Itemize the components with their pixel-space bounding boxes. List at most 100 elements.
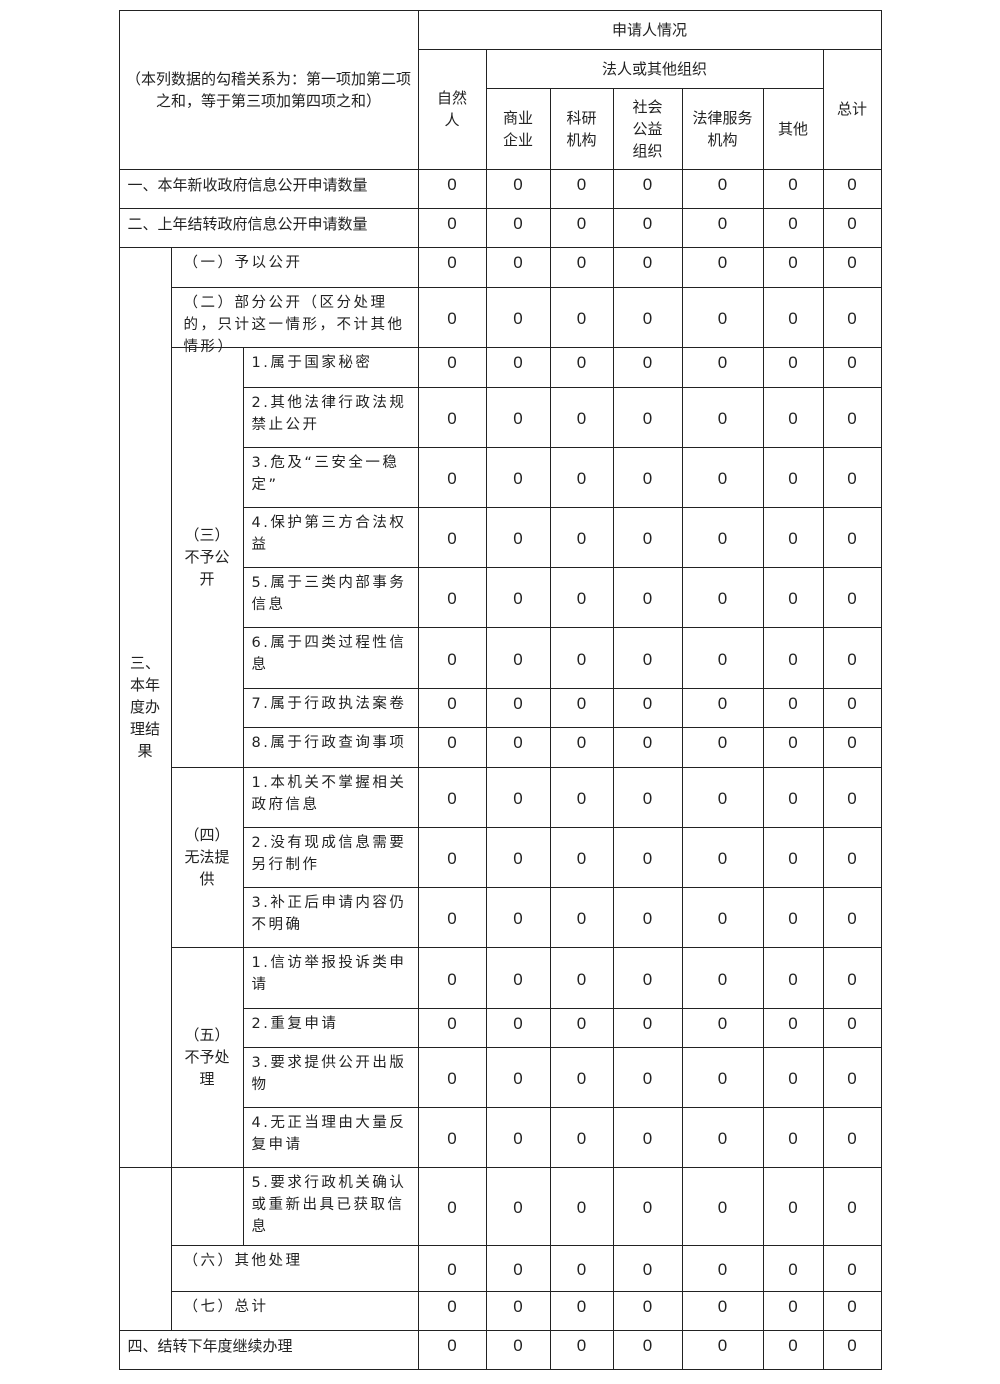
- header-total: 总计: [822, 48, 882, 170]
- value-cell: 0: [485, 246, 551, 288]
- row-label: 5.属于三类内部事务信息: [242, 566, 419, 628]
- value-cell: 0: [822, 1166, 882, 1246]
- row-label: 8.属于行政查询事项: [242, 726, 419, 768]
- value-cell: 0: [762, 1244, 824, 1292]
- value-cell-text: 0: [513, 174, 523, 194]
- value-cell: 0: [549, 246, 614, 288]
- value-cell: 0: [417, 726, 487, 768]
- value-cell: 0: [681, 386, 764, 448]
- value-cell-text: 0: [642, 1013, 653, 1033]
- value-cell-text: 0: [847, 1260, 857, 1279]
- header-sub-column: 法律服务机构: [681, 87, 764, 170]
- value-cell: 0: [485, 1046, 551, 1108]
- value-cell-text: 0: [576, 649, 587, 669]
- value-cell-text: 0: [788, 649, 798, 669]
- value-cell-text: 0: [447, 352, 457, 372]
- group-not-processed: （五）不予处理: [170, 946, 244, 1168]
- value-cell: 0: [762, 346, 824, 388]
- empty-cell: [118, 1166, 172, 1331]
- row-label: （六）其他处理: [170, 1244, 419, 1292]
- value-cell-text: 0: [717, 1013, 728, 1033]
- value-cell: 0: [417, 506, 487, 568]
- value-cell-text: 0: [642, 1069, 653, 1088]
- value-cell: 0: [549, 1244, 614, 1292]
- row-label-text: （七）总计: [183, 1298, 269, 1315]
- value-cell-text: 0: [447, 649, 457, 669]
- value-cell-text: 0: [788, 789, 798, 808]
- value-cell: 0: [762, 246, 824, 288]
- group-not-disclosed: （三）不予公开: [170, 346, 244, 768]
- header-sub-column-text: 商业企业: [503, 108, 534, 149]
- value-cell-text: 0: [576, 1069, 587, 1088]
- value-cell-text: 0: [717, 252, 728, 272]
- value-cell-text: 0: [447, 529, 457, 548]
- header-natural-person-text: 自然人: [437, 89, 468, 129]
- value-cell: 0: [762, 168, 824, 209]
- value-cell-text: 0: [513, 1198, 523, 1217]
- value-cell-text: 0: [576, 909, 587, 928]
- value-cell-text: 0: [642, 1335, 653, 1355]
- value-cell: 0: [762, 726, 824, 768]
- value-cell-text: 0: [576, 969, 587, 989]
- value-cell: 0: [822, 626, 882, 689]
- value-cell: 0: [485, 766, 551, 828]
- value-cell-text: 0: [513, 789, 523, 808]
- value-cell: 0: [822, 566, 882, 628]
- value-cell-text: 0: [513, 649, 523, 669]
- value-cell: 0: [822, 687, 882, 728]
- value-cell: 0: [549, 506, 614, 568]
- value-cell: 0: [417, 886, 487, 948]
- value-cell-text: 0: [513, 732, 523, 752]
- group-section3-text: 三、本年度办理结果: [130, 654, 161, 760]
- row-label-text: 2.重复申请: [251, 1015, 339, 1032]
- value-cell-text: 0: [447, 309, 457, 328]
- value-cell: 0: [485, 1007, 551, 1048]
- row-label-text: 4.无正当理由大量反复申请: [251, 1114, 407, 1153]
- value-cell: 0: [417, 1046, 487, 1108]
- header-sub-column-text: 其他: [778, 119, 809, 138]
- value-cell: 0: [681, 1046, 764, 1108]
- value-cell: 0: [681, 286, 764, 348]
- row-label-text: 7.属于行政执法案卷: [251, 695, 407, 712]
- value-cell-text: 0: [447, 1335, 457, 1355]
- value-cell: 0: [681, 946, 764, 1009]
- value-cell-text: 0: [717, 969, 728, 989]
- row-label-text: 二、上年结转政府信息公开申请数量: [127, 214, 368, 233]
- value-cell-text: 0: [576, 849, 587, 868]
- value-cell: 0: [762, 566, 824, 628]
- value-cell: 0: [485, 886, 551, 948]
- value-cell-text: 0: [642, 849, 653, 868]
- header-legal-group-text: 法人或其他组织: [601, 59, 707, 78]
- value-cell-text: 0: [788, 1260, 798, 1279]
- value-cell: 0: [417, 246, 487, 288]
- header-note-text: （本列数据的勾稽关系为：第一项加第二项之和，等于第三项加第四项之和）: [125, 69, 411, 110]
- value-cell-text: 0: [513, 213, 523, 233]
- value-cell-text: 0: [642, 252, 653, 272]
- value-cell-text: 0: [788, 469, 798, 488]
- value-cell-text: 0: [717, 1260, 728, 1279]
- value-cell-text: 0: [642, 732, 653, 752]
- value-cell: 0: [762, 1329, 824, 1370]
- value-cell: 0: [612, 1329, 683, 1370]
- value-cell: 0: [612, 1106, 683, 1168]
- header-sub-column: 社会公益组织: [612, 87, 683, 170]
- value-cell: 0: [549, 386, 614, 448]
- value-cell-text: 0: [513, 352, 523, 372]
- value-cell-text: 0: [847, 309, 857, 328]
- row-label-text: 3.危及“三安全一稳定”: [251, 454, 400, 493]
- value-cell-text: 0: [447, 213, 457, 233]
- value-cell: 0: [822, 168, 882, 209]
- value-cell: 0: [681, 687, 764, 728]
- value-cell-text: 0: [847, 909, 857, 928]
- value-cell-text: 0: [788, 909, 798, 928]
- value-cell: 0: [417, 946, 487, 1009]
- row-label: 2.其他法律行政法规禁止公开: [242, 386, 419, 448]
- row-label-text: 1.属于国家秘密: [251, 354, 373, 371]
- header-note: （本列数据的勾稽关系为：第一项加第二项之和，等于第三项加第四项之和）: [118, 9, 419, 170]
- value-cell-text: 0: [847, 1129, 857, 1148]
- value-cell: 0: [417, 1244, 487, 1292]
- value-cell-text: 0: [447, 469, 457, 488]
- value-cell-text: 0: [513, 849, 523, 868]
- value-cell-text: 0: [717, 352, 728, 372]
- value-cell: 0: [417, 1329, 487, 1370]
